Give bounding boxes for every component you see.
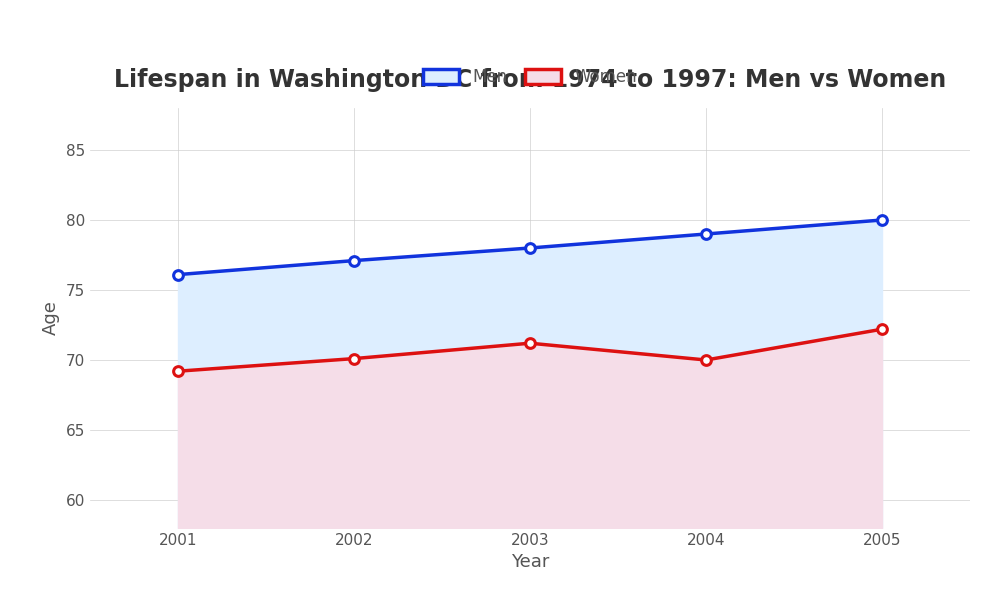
Legend: Men, Women: Men, Women xyxy=(416,62,644,93)
X-axis label: Year: Year xyxy=(511,553,549,571)
Title: Lifespan in Washington DC from 1974 to 1997: Men vs Women: Lifespan in Washington DC from 1974 to 1… xyxy=(114,68,946,92)
Y-axis label: Age: Age xyxy=(42,301,60,335)
